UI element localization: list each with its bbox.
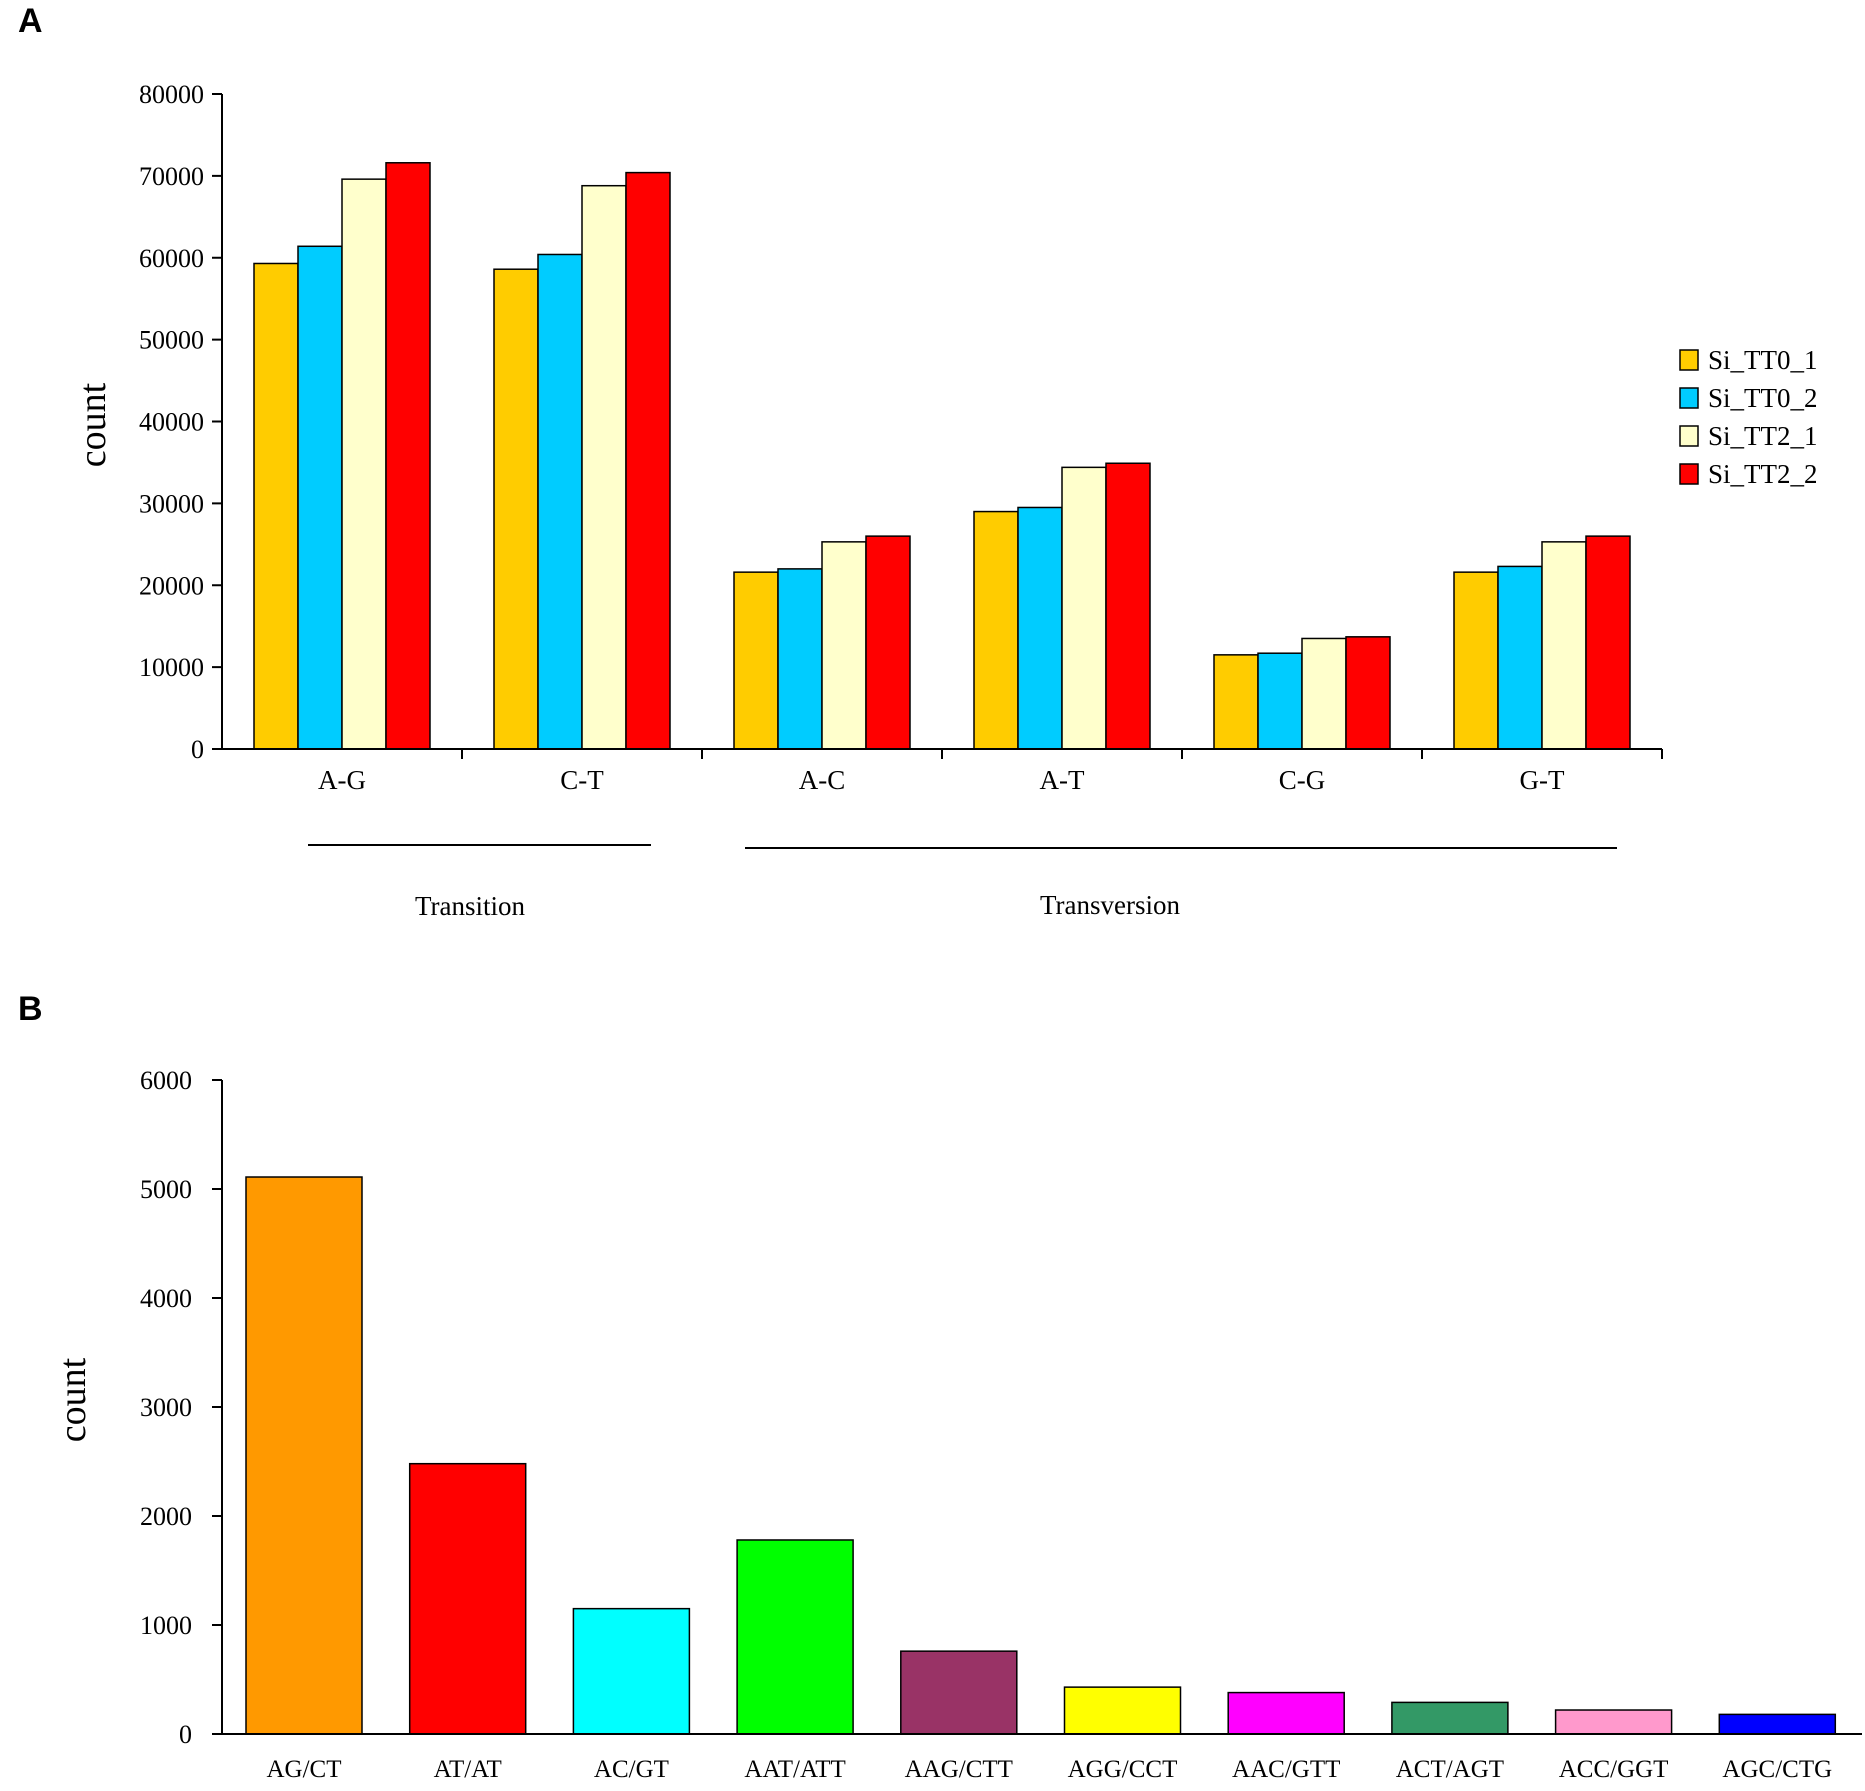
panel-a-category-label: C-G	[1279, 765, 1326, 795]
panel-b-category-label: AGC/CTG	[1722, 1756, 1832, 1783]
panel-a-y-tick-label: 80000	[139, 80, 204, 109]
panel-b-category-label: ACT/AGT	[1396, 1756, 1504, 1783]
bar-aat-att	[736, 1539, 854, 1735]
panel-b-category-label: AAT/ATT	[744, 1756, 845, 1783]
panel-b-y-axis-label: count	[52, 1357, 94, 1442]
panel-a-y-tick-label: 30000	[139, 489, 204, 518]
panel-a-y-tick-label: 0	[191, 735, 204, 764]
legend-swatch-si-tt0-1	[1679, 349, 1699, 371]
panel-b-y-tick-label: 5000	[140, 1175, 192, 1204]
bar-si-tt2-2-a-t	[1105, 462, 1151, 750]
bar-si-tt2-2-a-g	[385, 162, 431, 750]
panel-a-category-label: A-C	[799, 765, 846, 795]
panel-b-label: B	[18, 990, 43, 1028]
panel-a-y-tick-label: 50000	[139, 326, 204, 355]
bar-si-tt0-1-a-c	[733, 571, 779, 750]
panel-b: B 0 1000 2000 3000 4000 5000 6000 AG/CT AT/AT AC/…	[18, 990, 1862, 1783]
panel-a-y-tick-label: 10000	[139, 653, 204, 682]
legend-label-si-tt2-2: Si_TT2_2	[1708, 459, 1818, 489]
panel-a-category-label: G-T	[1520, 765, 1565, 795]
bar-si-tt2-1-a-g	[341, 178, 387, 750]
bar-si-tt0-1-a-t	[973, 510, 1019, 750]
group-label-transversion: Transversion	[1040, 890, 1181, 920]
bar-si-tt2-2-a-c	[865, 535, 911, 750]
panel-b-y-tick-label: 0	[179, 1720, 192, 1749]
panel-a-y-tick-label: 60000	[139, 244, 204, 273]
panel-b-category-label: AAC/GTT	[1232, 1756, 1340, 1783]
group-label-transition: Transition	[415, 891, 526, 921]
bar-si-tt2-1-a-t	[1061, 466, 1107, 750]
bar-at-at	[408, 1462, 527, 1735]
bar-agg-cct	[1063, 1686, 1182, 1735]
bar-si-tt2-2-g-t	[1585, 535, 1631, 750]
panel-a-category-label: C-T	[560, 765, 604, 795]
bar-acc-ggt	[1554, 1709, 1673, 1735]
panel-b-y-tick-label: 1000	[140, 1611, 192, 1640]
panel-a-category-label: A-T	[1040, 765, 1085, 795]
bar-si-tt0-2-a-g	[297, 245, 343, 750]
bar-agc-ctg	[1718, 1713, 1837, 1735]
legend-label-si-tt0-2: Si_TT0_2	[1708, 383, 1818, 413]
bar-aag-ctt	[900, 1650, 1018, 1735]
bar-si-tt0-1-g-t	[1453, 571, 1499, 750]
panel-b-y-tick-label: 6000	[140, 1066, 192, 1095]
bar-si-tt2-2-c-t	[625, 171, 671, 750]
panel-b-y-tick-label: 3000	[140, 1393, 192, 1422]
panel-b-category-label: AG/CT	[267, 1756, 342, 1783]
legend-swatch-si-tt0-2	[1679, 387, 1699, 409]
bar-si-tt0-1-c-g	[1213, 654, 1259, 750]
bar-si-tt2-1-a-c	[821, 541, 867, 750]
bar-si-tt2-1-c-g	[1301, 637, 1347, 750]
panel-a-y-tick-label: 70000	[139, 162, 204, 191]
panel-a-y-axis-label: count	[72, 382, 114, 467]
panel-b-category-label: AT/AT	[434, 1756, 502, 1783]
bar-si-tt2-1-g-t	[1541, 541, 1587, 750]
panel-a-y-tick-label: 40000	[139, 408, 204, 437]
panel-a-label: A	[18, 2, 43, 40]
panel-a-y-tick-label: 20000	[139, 571, 204, 600]
panel-b-y-tick-label: 4000	[140, 1284, 192, 1313]
bar-si-tt0-2-c-t	[537, 253, 583, 750]
bar-si-tt0-2-a-t	[1017, 506, 1063, 750]
bar-ag-ct	[245, 1176, 363, 1735]
legend-label-si-tt0-1: Si_TT0_1	[1708, 345, 1818, 375]
bar-aac-gtt	[1227, 1691, 1345, 1735]
bar-si-tt2-1-c-t	[581, 184, 627, 750]
legend-swatch-si-tt2-2	[1679, 463, 1699, 485]
bar-si-tt0-1-c-t	[493, 268, 539, 750]
bar-si-tt2-2-c-g	[1345, 636, 1391, 750]
panel-b-category-label: AC/GT	[594, 1756, 669, 1783]
bar-si-tt0-1-a-g	[253, 262, 299, 750]
panel-a-category-label: A-G	[318, 765, 366, 795]
bar-si-tt0-2-g-t	[1497, 565, 1543, 750]
panel-a: A 0 10000 20000 30000 40000 50000 60000 70000 80…	[18, 2, 1818, 921]
panel-b-category-label: ACC/GGT	[1559, 1756, 1669, 1783]
bar-si-tt0-2-a-c	[777, 568, 823, 750]
bar-si-tt0-2-c-g	[1257, 652, 1303, 750]
panel-b-category-label: AAG/CTT	[905, 1756, 1013, 1783]
bar-act-agt	[1391, 1701, 1509, 1735]
panel-b-y-tick-label: 2000	[140, 1502, 192, 1531]
legend-label-si-tt2-1: Si_TT2_1	[1708, 421, 1818, 451]
legend-swatch-si-tt2-1	[1679, 425, 1699, 447]
bar-ac-gt	[572, 1607, 691, 1735]
panel-b-category-label: AGG/CCT	[1068, 1756, 1178, 1783]
